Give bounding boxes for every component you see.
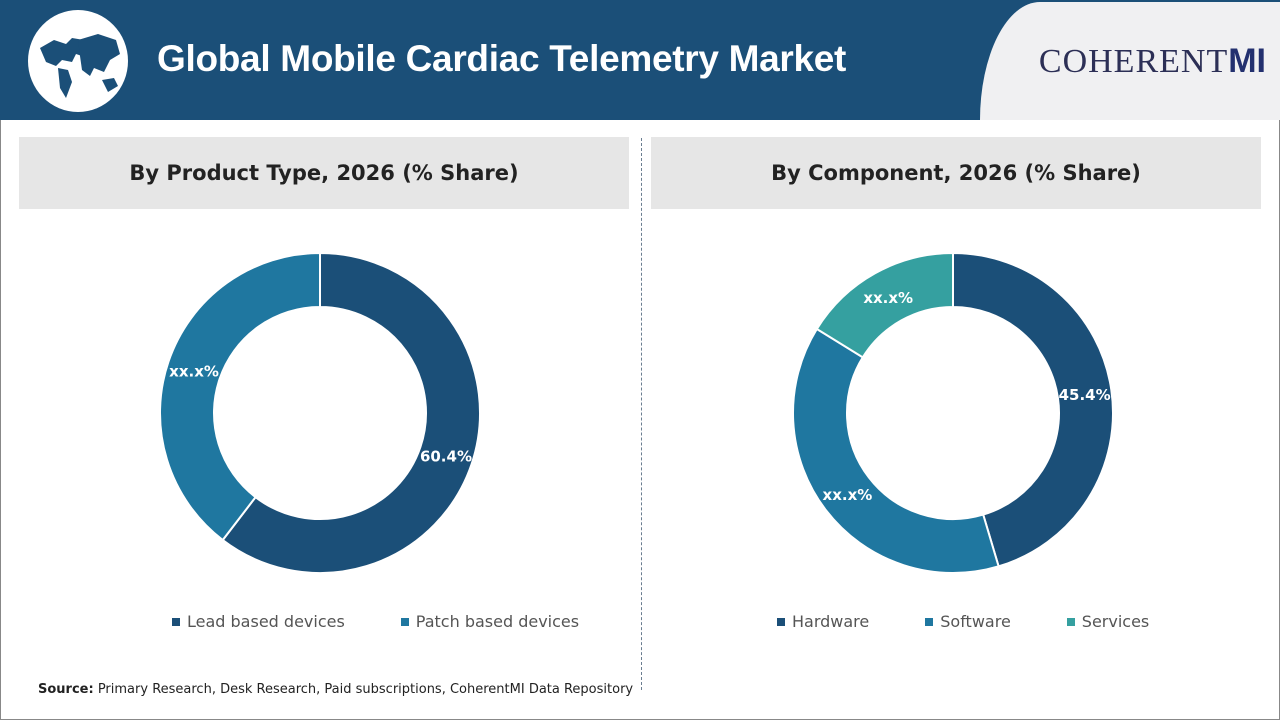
legend-product-type: Lead based devices Patch based devices [172, 612, 635, 631]
chart-title-product-type: By Product Type, 2026 (% Share) [19, 137, 629, 209]
legend-component: Hardware Software Services [777, 612, 1205, 631]
donut-slice-patch-based-devices [159, 251, 321, 542]
coherentmi-logo: COHERENTMI [1038, 42, 1266, 80]
data-label: xx.x% [169, 362, 219, 380]
legend-swatch [172, 617, 180, 626]
legend-item: Services [1066, 612, 1150, 631]
legend-swatch [1066, 617, 1075, 626]
data-label: 60.4% [420, 448, 472, 466]
data-label: xx.x% [823, 486, 873, 504]
world-map-icon [28, 10, 128, 112]
legend-item: Patch based devices [400, 612, 580, 631]
legend-item: Software [925, 612, 1011, 631]
data-label: 45.4% [1059, 386, 1111, 404]
legend-item: Hardware [777, 612, 869, 631]
legend-swatch [925, 617, 934, 626]
donut-slice-software [792, 327, 1000, 574]
data-label: xx.x% [863, 289, 913, 307]
chart-title-component: By Component, 2026 (% Share) [651, 137, 1261, 209]
donut-slice-lead-based-devices [221, 251, 481, 574]
legend-label: Software [940, 612, 1011, 631]
legend-label: Lead based devices [187, 612, 345, 631]
legend-item: Lead based devices [172, 612, 345, 631]
donut-slice-hardware [952, 251, 1114, 568]
legend-label: Hardware [792, 612, 870, 631]
legend-swatch [400, 617, 409, 626]
source-note: Source: Primary Research, Desk Research,… [38, 682, 634, 697]
panel-divider [641, 138, 642, 690]
donut-slice-services [815, 251, 954, 359]
logo-area: COHERENTMI [980, 2, 1280, 120]
header-banner: Global Mobile Cardiac Telemetry Market C… [0, 0, 1280, 120]
legend-swatch [777, 617, 785, 626]
legend-label: Patch based devices [415, 612, 580, 631]
page-title: Global Mobile Cardiac Telemetry Market [157, 38, 847, 79]
legend-label: Services [1081, 612, 1150, 631]
